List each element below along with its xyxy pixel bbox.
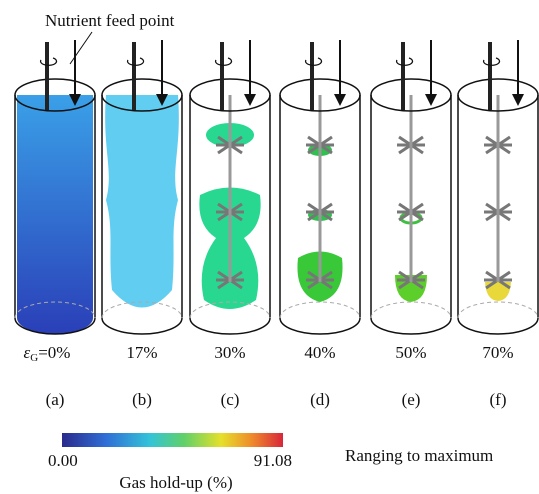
liquid [17, 95, 93, 334]
panel-letter: (f) [490, 390, 507, 409]
feed-arrowhead [244, 94, 256, 106]
colorbar [62, 433, 283, 447]
feed-arrowhead [425, 94, 437, 106]
vessel-bottom-back [458, 302, 538, 318]
panels: εG=0% (a) 17% (b) 30% (c) 40% (d) 50% (e) 70% (f) [15, 40, 538, 409]
vessel-bottom-back [371, 302, 451, 318]
colorbar-max: 91.08 [254, 451, 292, 470]
colorbar-title: Gas hold-up (%) [119, 473, 232, 492]
vessel-bottom-back [280, 302, 360, 318]
panel-letter: (a) [46, 390, 65, 409]
holdup-label: εG=0% [24, 343, 71, 364]
panel-letter: (c) [221, 390, 240, 409]
panel-letter: (e) [402, 390, 421, 409]
subscript: G [30, 352, 38, 364]
holdup-label: 50% [395, 343, 426, 362]
feed-arrowhead [334, 94, 346, 106]
feed-arrowhead [512, 94, 524, 106]
holdup-label: 40% [304, 343, 335, 362]
annotation: Nutrient feed point [45, 11, 175, 30]
holdup-label: 70% [482, 343, 513, 362]
note: Ranging to maximum [345, 446, 493, 465]
colorbar-min: 0.00 [48, 451, 78, 470]
leader-line [70, 32, 92, 64]
holdup-label: 30% [214, 343, 245, 362]
panel-letter: (b) [132, 390, 152, 409]
liquid [105, 95, 179, 308]
figure: Nutrient feed point εG=0% (a) 17% (b) 30% (c)… [0, 0, 539, 494]
holdup-label: 17% [126, 343, 157, 362]
holdup-value: =0% [38, 343, 70, 362]
panel-letter: (d) [310, 390, 330, 409]
